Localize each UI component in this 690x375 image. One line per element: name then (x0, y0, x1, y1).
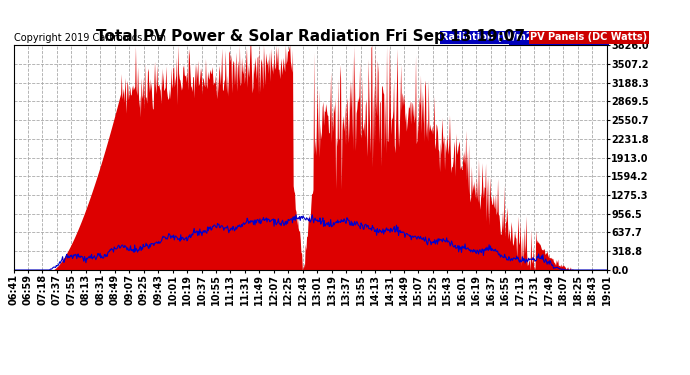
Text: Radiation (W/m2): Radiation (W/m2) (511, 33, 607, 43)
Text: Radiation (W/m2): Radiation (W/m2) (441, 32, 538, 42)
Text: Copyright 2019 Cartronics.com: Copyright 2019 Cartronics.com (14, 33, 166, 43)
Title: Total PV Power & Solar Radiation Fri Sep 13 19:07: Total PV Power & Solar Radiation Fri Sep… (96, 29, 525, 44)
Text: PV Panels (DC Watts): PV Panels (DC Watts) (530, 32, 647, 42)
